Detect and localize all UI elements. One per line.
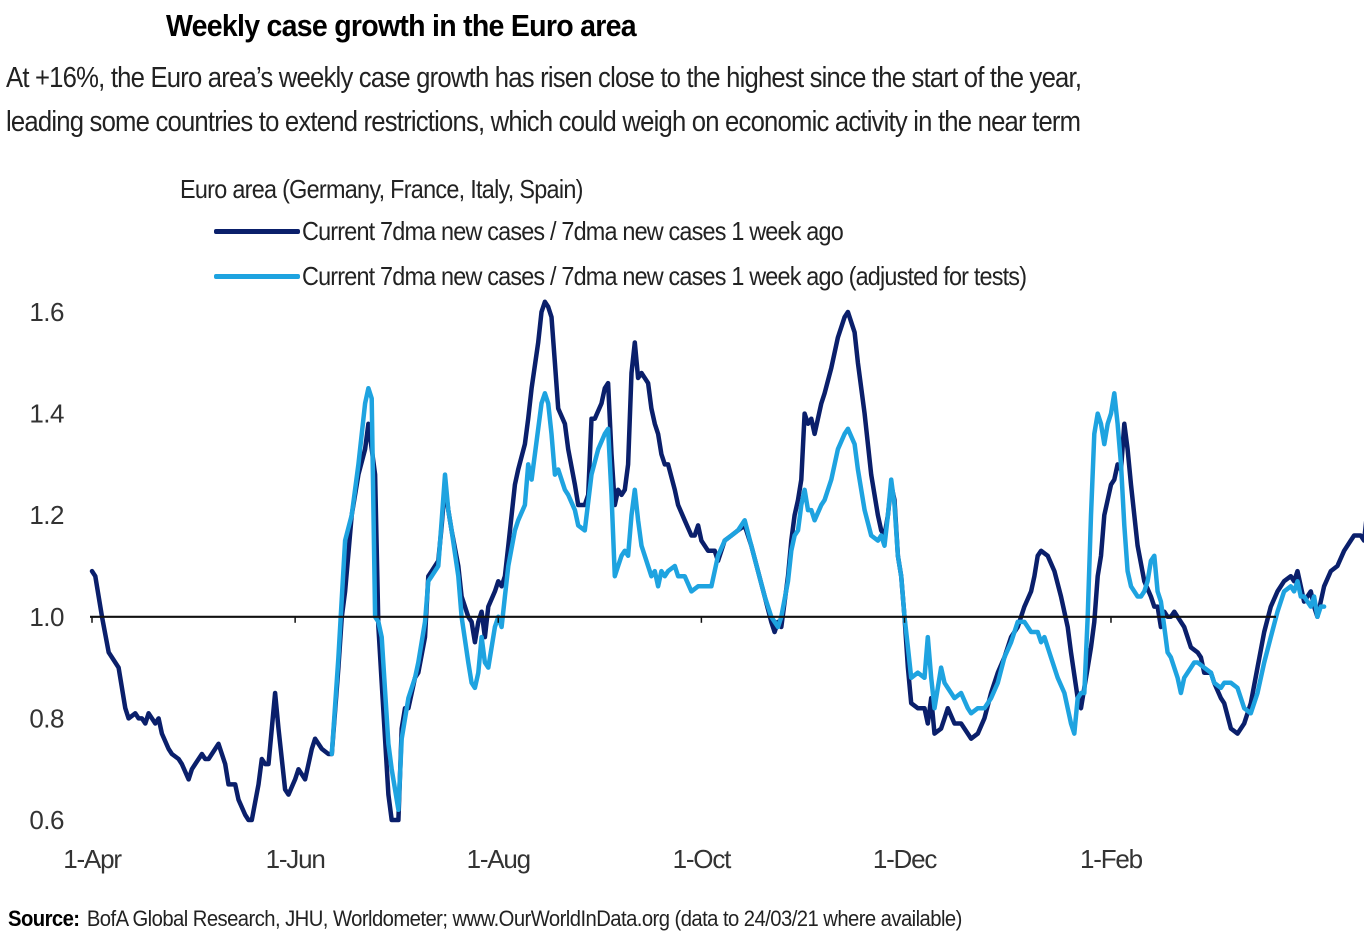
series-line-unadjusted — [89, 299, 1364, 823]
series-line-adjusted — [329, 385, 1327, 813]
source-text: BofA Global Research, JHU, Worldometer; … — [86, 906, 963, 931]
series-group — [89, 299, 1364, 823]
source-note: Source: BofA Global Research, JHU, Worldo… — [8, 906, 962, 932]
y-tick-label: 0.8 — [29, 703, 64, 733]
x-tick-label: 1-Oct — [673, 844, 733, 874]
x-tick-label: 1-Dec — [873, 844, 938, 874]
x-tick-label: 1-Feb — [1080, 844, 1143, 874]
legend-title: Euro area (Germany, France, Italy, Spain… — [180, 174, 583, 204]
legend-swatch-adjusted — [214, 273, 300, 279]
line-chart: 0.60.81.01.21.41.6 1-Apr 1-Jun 1-Aug 1-Oct 1… — [29, 297, 1364, 874]
y-tick-label: 0.6 — [29, 805, 64, 835]
y-tick-label: 1.6 — [29, 297, 64, 327]
y-tick-label: 1.4 — [29, 399, 64, 429]
x-tick-label: 1-Apr — [63, 844, 122, 874]
subtitle-line-2: leading some countries to extend restric… — [6, 106, 1081, 138]
legend-label-adjusted: Current 7dma new cases / 7dma new cases … — [302, 260, 1027, 291]
legend-swatch-unadjusted — [214, 228, 300, 234]
x-tick-label: 1-Aug — [467, 844, 530, 874]
legend-item-unadjusted: Current 7dma new cases / 7dma new cases … — [214, 211, 903, 251]
x-axis: 1-Apr 1-Jun 1-Aug 1-Oct 1-Dec 1-Feb — [63, 844, 1144, 874]
y-tick-label: 1.0 — [29, 602, 64, 632]
x-tick-label: 1-Jun — [266, 844, 325, 874]
subtitle-line-1: At +16%, the Euro area’s weekly case gro… — [6, 62, 1082, 94]
source-label: Source: — [8, 906, 80, 931]
chart-subtitle: At +16%, the Euro area’s weekly case gro… — [6, 56, 1082, 144]
legend-item-adjusted: Current 7dma new cases / 7dma new cases … — [214, 256, 1107, 296]
reference-line-group — [90, 615, 1276, 623]
chart-title: Weekly case growth in the Euro area — [166, 8, 637, 43]
y-tick-label: 1.2 — [29, 500, 64, 530]
legend-label-unadjusted: Current 7dma new cases / 7dma new cases … — [302, 215, 844, 246]
y-axis: 0.6 0.8 1.0 1.2 1.4 1.6 — [29, 297, 64, 835]
